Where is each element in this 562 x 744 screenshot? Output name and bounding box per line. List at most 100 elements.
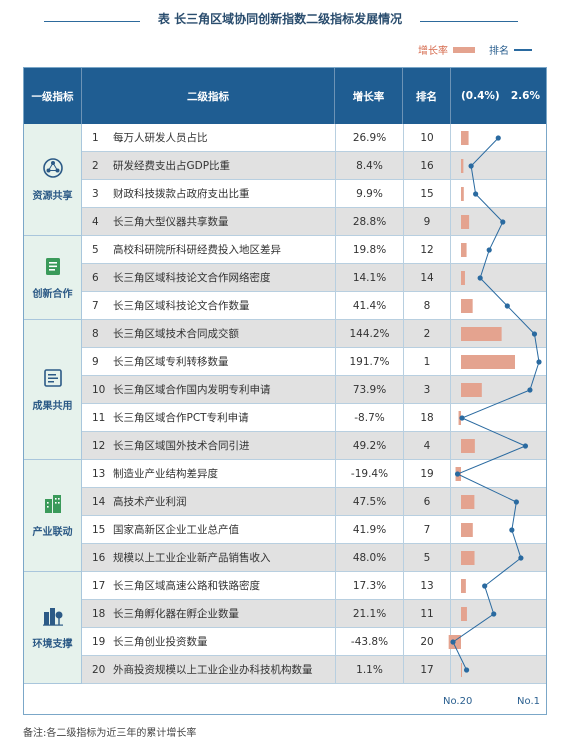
chart-row-band	[451, 236, 546, 264]
group-cell: 创新合作	[24, 236, 82, 320]
table-row: 5 高校科研院所科研经费投入地区差异 19.8% 12	[82, 236, 451, 264]
row-number: 17	[92, 580, 106, 592]
rate-bar	[461, 131, 469, 145]
growth-rate: 41.4%	[335, 292, 403, 320]
rank-value: 20	[403, 628, 451, 656]
row-number: 3	[92, 188, 99, 200]
group-label: 创新合作	[32, 289, 73, 300]
indicator-name: 长三角孵化器在孵企业数量	[113, 608, 239, 620]
indicator-name: 外商投资规模以上工业企业办科技机构数量	[113, 664, 313, 676]
growth-rate: 9.9%	[335, 180, 403, 208]
indicator-name: 长三角区域科技论文合作数量	[113, 300, 250, 312]
rate-bar	[461, 523, 473, 537]
growth-rate: 48.0%	[335, 544, 403, 572]
rank-point	[536, 359, 542, 365]
rank-value: 19	[403, 460, 451, 488]
buildings-icon	[42, 493, 64, 515]
table-header: 一级指标 二级指标 增长率 排名 (0.4%) 2.6%	[24, 68, 546, 124]
rank-point	[468, 163, 474, 169]
page-title: 表 长三角区域协同创新指数二级指标发展情况	[157, 12, 403, 26]
rank-value: 15	[403, 180, 451, 208]
row-number: 8	[92, 328, 99, 340]
indicator-name: 规模以上工业企业新产品销售收入	[113, 552, 271, 564]
rate-bar	[461, 663, 462, 677]
indicator-name: 长三角区域合作国内发明专利申请	[113, 384, 271, 396]
row-number: 5	[92, 244, 99, 256]
rank-point	[450, 639, 456, 645]
row-number: 12	[92, 440, 106, 452]
chart-row-band	[451, 572, 546, 600]
chart-row-band	[451, 460, 546, 488]
row-number: 6	[92, 272, 99, 284]
group-cell: 资源共享	[24, 124, 82, 236]
document-icon	[42, 255, 64, 277]
row-number: 10	[92, 384, 106, 396]
table-row: 10 长三角区域合作国内发明专利申请 73.9% 3	[82, 376, 451, 404]
rank-point	[473, 191, 479, 197]
table-row: 19 长三角创业投资数量 -43.8% 20	[82, 628, 451, 656]
group-cell: 成果共用	[24, 320, 82, 460]
title-area: 表 长三角区域协同创新指数二级指标发展情况	[0, 10, 562, 30]
legend-rank: 排名	[489, 42, 532, 57]
indicator-name: 财政科技拨款占政府支出比重	[113, 188, 250, 200]
growth-rate: 17.3%	[335, 572, 403, 600]
header-rate: 增长率	[335, 68, 403, 124]
table-row: 4 长三角大型仪器共享数量 28.8% 9	[82, 208, 451, 236]
rate-bar	[461, 187, 464, 201]
rank-point	[522, 443, 529, 449]
growth-rate: 21.1%	[335, 600, 403, 628]
indicator-name: 制造业产业结构差异度	[113, 468, 218, 480]
rank-point	[527, 387, 533, 393]
table-row: 8 长三角区域技术合同成交额 144.2% 2	[82, 320, 451, 348]
rank-value: 12	[403, 236, 451, 264]
growth-rate: 49.2%	[335, 432, 403, 460]
legend-bar-swatch	[453, 46, 475, 53]
growth-rate: 144.2%	[335, 320, 403, 348]
rank-point	[518, 555, 524, 561]
table-row: 7 长三角区域科技论文合作数量 41.4% 8	[82, 292, 451, 320]
rank-axis: No.20 No.1	[443, 688, 546, 714]
chart-background	[451, 124, 546, 688]
footnote: 备注:各二级指标为近三年的累计增长率	[23, 728, 197, 739]
row-number: 9	[92, 356, 99, 368]
rank-value: 11	[403, 600, 451, 628]
header-level2: 二级指标	[82, 68, 335, 124]
row-number: 7	[92, 300, 99, 312]
legend: 增长率 排名	[404, 42, 532, 57]
row-number: 15	[92, 524, 106, 536]
growth-rate: 47.5%	[335, 488, 403, 516]
table-row: 18 长三角孵化器在孵企业数量 21.1% 11	[82, 600, 451, 628]
table-row: 14 高技术产业利润 47.5% 6	[82, 488, 451, 516]
group-label: 资源共享	[32, 191, 73, 202]
rank-point	[454, 471, 461, 477]
rank-point	[531, 331, 538, 337]
group-label: 产业联动	[32, 527, 73, 538]
table-row: 1 每万人研发人员占比 26.9% 10	[82, 124, 451, 152]
chart-row-band	[451, 152, 546, 180]
header-rank: 排名	[403, 68, 451, 124]
rank-value: 9	[403, 208, 451, 236]
table-row: 13 制造业产业结构差异度 -19.4% 19	[82, 460, 451, 488]
rank-point	[500, 219, 506, 225]
table-row: 16 规模以上工业企业新产品销售收入 48.0% 5	[82, 544, 451, 572]
rate-bar	[461, 495, 475, 509]
rank-point	[509, 527, 515, 533]
rate-bar	[461, 383, 482, 397]
header-chart-min: (0.4%)	[461, 90, 500, 102]
indicator-name: 高校科研院所科研经费投入地区差异	[113, 244, 281, 256]
row-number: 19	[92, 636, 106, 648]
indicator-name: 长三角区域技术合同成交额	[113, 328, 239, 340]
network-nodes-icon	[42, 157, 64, 179]
row-number: 16	[92, 552, 106, 564]
row-number: 11	[92, 412, 106, 424]
rank-value: 14	[403, 264, 451, 292]
row-number: 18	[92, 608, 106, 620]
table-row: 6 长三角区域科技论文合作网络密度 14.1% 14	[82, 264, 451, 292]
indicator-name: 国家高新区企业工业总产值	[113, 524, 239, 536]
header-chart: (0.4%) 2.6%	[451, 68, 546, 124]
indicator-name: 高技术产业利润	[113, 496, 187, 508]
table-row: 11 长三角区域合作PCT专利申请 -8.7% 18	[82, 404, 451, 432]
rank-value: 10	[403, 124, 451, 152]
row-number: 1	[92, 132, 99, 144]
indicator-name: 长三角区域高速公路和铁路密度	[113, 580, 260, 592]
